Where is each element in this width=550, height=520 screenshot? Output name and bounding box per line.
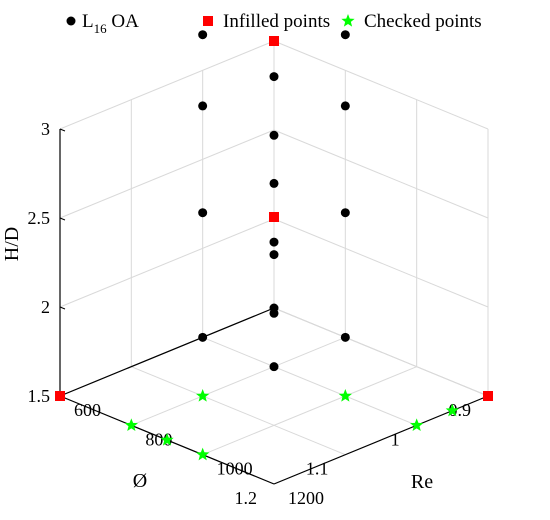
gridline-floor-x: [202, 366, 417, 456]
data-point-circle: [269, 178, 279, 188]
data-point-square: [55, 391, 65, 401]
x-tick-label: 600: [74, 400, 101, 420]
data-point-circle: [198, 30, 208, 40]
data-point-star: [445, 403, 459, 417]
gridline-floor-x: [131, 336, 346, 426]
z-tick-label: 2: [41, 297, 50, 317]
y-axis-line: [59, 307, 275, 397]
data-point-star: [338, 389, 352, 402]
data-point-square: [483, 391, 493, 401]
data-point-circle: [340, 101, 350, 111]
gridline-wall-xz: [273, 218, 489, 308]
y-tick-label: 0.9: [449, 400, 472, 420]
data-point-circle: [340, 208, 350, 218]
z-tick-label: 2.5: [28, 208, 51, 228]
y-tick-label: 1.1: [306, 459, 329, 479]
y-axis-label: Ø: [133, 470, 147, 492]
data-point-circle: [269, 250, 279, 260]
x-tick-label: 1000: [217, 459, 253, 479]
x-tick-label: 800: [145, 429, 172, 449]
gridline-wall-xz: [273, 40, 489, 130]
legend-entry-infilled: Infilled points: [203, 11, 330, 32]
x-tick-label: 1200: [288, 488, 324, 508]
data-point-star: [410, 418, 424, 431]
gridline-wall-yz: [59, 129, 275, 219]
data-point-square: [269, 36, 279, 46]
z-tick-mark: [59, 128, 66, 132]
data-point-circle: [269, 130, 279, 140]
legend-marker-star: [341, 14, 355, 27]
legend-label-checked: Checked points: [364, 11, 482, 32]
z-tick-label: 3: [41, 119, 50, 139]
gridline-wall-xz: [273, 129, 489, 219]
data-point-star: [160, 433, 174, 446]
data-point-circle: [340, 332, 350, 342]
legend-entry-checked: Checked points: [341, 11, 482, 32]
legend-label-infilled: Infilled points: [223, 11, 330, 32]
legend-marker-square: [203, 16, 213, 26]
data-point-star: [124, 418, 138, 431]
data-point-circle: [269, 362, 279, 372]
z-tick-mark: [59, 217, 66, 221]
tick-labels: 1.5 2 2.5 3 0.9 1 1.1 1.2 600 800 1000 1200: [28, 119, 472, 508]
data-point-circle: [198, 332, 208, 342]
data-points: [55, 30, 493, 461]
data-point-star: [196, 447, 210, 461]
legend-label-l16oa: L16 OA: [82, 11, 139, 36]
x-axis-line-back: [273, 307, 489, 397]
gridline-wall-yz: [59, 40, 275, 130]
data-point-circle: [269, 308, 279, 318]
y-tick-label: 1.2: [235, 488, 258, 508]
z-tick-mark: [59, 306, 66, 310]
data-point-star: [196, 389, 210, 402]
legend-entry-l16oa: L16 OA: [66, 11, 139, 36]
data-point-circle: [340, 30, 350, 40]
z-tick-label: 1.5: [28, 386, 51, 406]
legend-marker-circle: [66, 16, 76, 26]
data-point-circle: [269, 237, 279, 247]
data-point-square: [269, 212, 279, 222]
gridline-wall-yz: [59, 218, 275, 308]
data-point-circle: [198, 101, 208, 111]
gridline-floor-y: [131, 366, 346, 456]
data-point-circle: [198, 208, 208, 218]
y-tick-label: 1: [391, 429, 400, 449]
z-axis-label: H/D: [1, 227, 23, 261]
gridline-floor-y: [202, 336, 417, 426]
data-point-circle: [269, 72, 279, 82]
x-axis-label: Re: [411, 471, 433, 493]
legend: L16 OA Infilled points Checked points: [66, 11, 482, 36]
axes: [59, 41, 489, 485]
